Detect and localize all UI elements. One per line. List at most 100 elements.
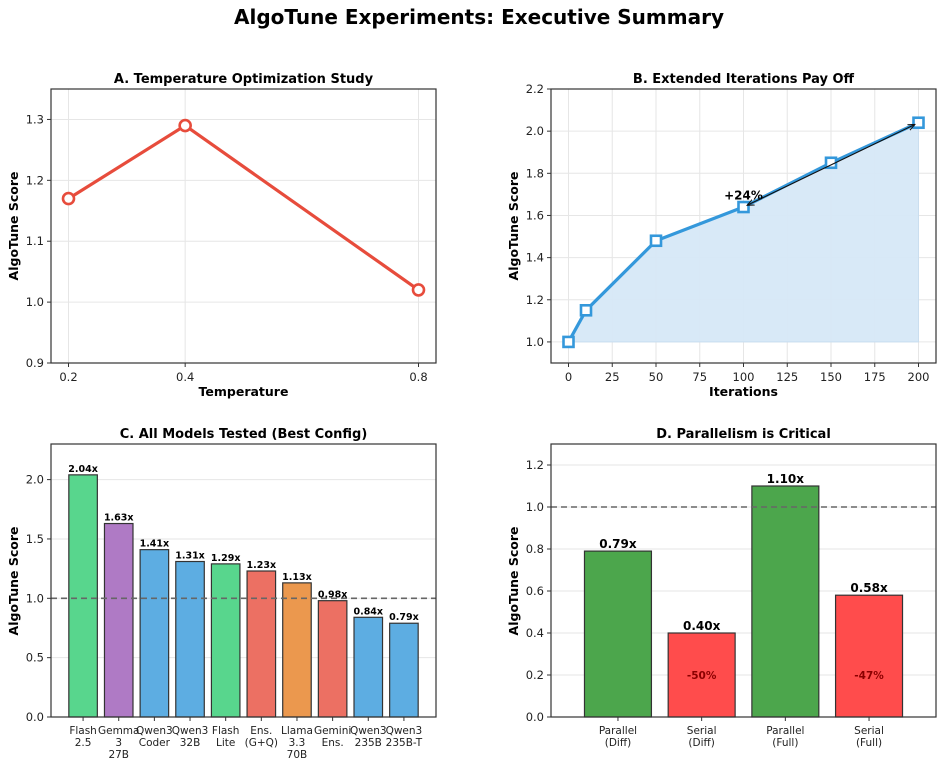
panel-d-bar [751,485,820,718]
panel-b-ytick-label: 2.0 [526,124,544,138]
panel-d-ytick-label: 0.0 [526,710,544,724]
panel-c-bar [246,570,277,718]
panel-d-xtick-label: Parallel [599,725,637,737]
panel-c-bar-value-label: 1.13x [282,572,312,583]
panel-c-bar-value-label: 0.84x [353,606,383,617]
panel-b-xtick-label: 125 [776,370,798,384]
panel-d-xtick-label: (Full) [856,737,882,749]
panel-a-ytick-label: 1.1 [26,234,44,248]
panel-c-xtick-label: Ens. [322,737,344,749]
panel-c-bar-value-label: 0.98x [318,590,348,601]
panel-d-change-label: -47% [854,670,884,682]
panel-c-bar [282,582,312,718]
panel-b-xtick-label: 0 [565,370,572,384]
panel-b-title: B. Extended Iterations Pay Off [633,72,855,87]
panel-d-ytick-label: 1.2 [526,458,544,472]
panel-b-annotation-arrow [747,124,915,205]
panel-c-bar-value-label: 1.31x [175,551,205,562]
panel-d-bar [583,550,653,718]
panel-b-axes-frame [550,88,937,364]
panel-c-xtick-label: Gemma [98,725,140,737]
panel-a-temperature-chart: A. Temperature Optimization Study Temper… [6,72,437,399]
panel-d-xtick-label: Serial [687,725,717,737]
panel-c-bar [353,616,384,718]
panel-c-bar-value-label: 1.23x [247,560,277,571]
panel-c-bar [68,474,98,718]
panel-d-bar [834,594,904,718]
panel-b-ytick-label: 1.2 [526,293,544,307]
panel-c-xtick-label: Qwen3 [136,725,173,737]
panel-c-models-chart: C. All Models Tested (Best Config) AlgoT… [6,427,437,761]
panel-c-bar [139,549,170,718]
panel-d-title: D. Parallelism is Critical [656,427,831,442]
panel-b-xtick-label: 150 [820,370,842,384]
panel-b-ylabel: AlgoTune Score [506,172,521,281]
panel-d-axes-frame [550,443,937,718]
panel-c-ytick-label: 0.5 [26,651,44,665]
panel-c-xtick-label: Llama [281,725,313,737]
panel-d-xtick-label: Parallel [766,725,804,737]
panel-a-ytick-label: 1.0 [26,295,44,309]
panel-b-xtick-label: 25 [605,370,620,384]
panel-c-bar [103,522,134,718]
panel-c-bar [175,560,205,718]
panel-b-data-point [579,304,593,317]
panel-a-series-line [67,123,420,292]
panel-c-xtick-label: Coder [139,737,171,749]
panel-a-xlabel: Temperature [199,384,289,399]
panel-c-bar-value-label: 1.29x [211,553,241,564]
panel-d-xtick-label: (Diff) [605,737,631,749]
panel-c-xtick-label: Qwen3 [172,725,209,737]
panel-c-xtick-label: 235B-T [386,737,423,749]
panel-d-bar-value-label: 0.40x [683,619,721,633]
panel-c-xtick-label: (G+Q) [245,737,278,749]
panel-b-ytick-label: 1.6 [526,208,544,222]
panel-c-bar [389,622,419,718]
panel-d-ytick-label: 1.0 [526,500,544,514]
panel-d-xtick-label: (Full) [772,737,798,749]
panel-c-xtick-label: 235B [355,737,382,749]
panel-d-xtick-label: Serial [854,725,884,737]
panel-c-xtick-label: Lite [216,737,235,749]
panel-a-axes-frame [50,88,437,364]
panel-a-ylabel: AlgoTune Score [6,172,21,281]
panel-c-xtick-label: Flash [69,725,97,737]
panel-c-xtick-label: 70B [287,749,308,761]
panel-c-xtick-label: Gemini [314,725,351,737]
panel-c-xtick-label: Qwen3 [386,725,423,737]
panel-c-ytick-label: 1.5 [26,532,44,546]
panel-b-ytick-label: 1.4 [526,251,544,265]
panel-a-data-point [61,191,76,206]
panel-c-axes-frame [50,443,437,718]
panel-b-xtick-label: 100 [733,370,755,384]
panel-d-ytick-label: 0.4 [526,626,544,640]
panel-c-xtick-label: Ens. [250,725,272,737]
panel-d-change-label: -50% [687,670,717,682]
panel-c-xtick-label: 27B [108,749,129,761]
panel-d-ylabel: AlgoTune Score [506,527,521,636]
panel-a-title: A. Temperature Optimization Study [114,72,374,87]
panel-c-ytick-label: 1.0 [26,591,44,605]
panel-b-xtick-label: 50 [649,370,664,384]
panel-a-xtick-label: 0.4 [176,370,194,384]
panel-d-ytick-label: 0.8 [526,542,544,556]
panel-b-xtick-label: 75 [692,370,707,384]
panel-b-data-point [562,335,575,349]
panel-a-data-point [178,118,192,133]
panel-c-bar-value-label: 2.04x [68,464,98,475]
panel-c-xtick-label: 2.5 [75,737,92,749]
panel-c-title: C. All Models Tested (Best Config) [120,427,368,442]
panel-c-ytick-label: 0.0 [26,710,44,724]
panel-b-ytick-label: 1.0 [526,335,544,349]
panel-c-bar-value-label: 1.41x [140,539,170,550]
panel-d-ytick-label: 0.2 [526,668,544,682]
panel-d-parallelism-chart: D. Parallelism is Critical AlgoTune Scor… [506,427,937,749]
panel-a-xtick-label: 0.2 [59,370,77,384]
panel-d-bar-value-label: 0.58x [850,581,888,595]
panel-c-bar-value-label: 1.63x [104,513,134,524]
panel-c-xtick-label: Qwen3 [350,725,387,737]
panel-d-xtick-label: (Diff) [688,737,714,749]
panel-b-annotation-text: +24% [724,188,763,202]
panel-b-xtick-label: 200 [908,370,930,384]
panel-a-ytick-label: 0.9 [26,356,44,370]
